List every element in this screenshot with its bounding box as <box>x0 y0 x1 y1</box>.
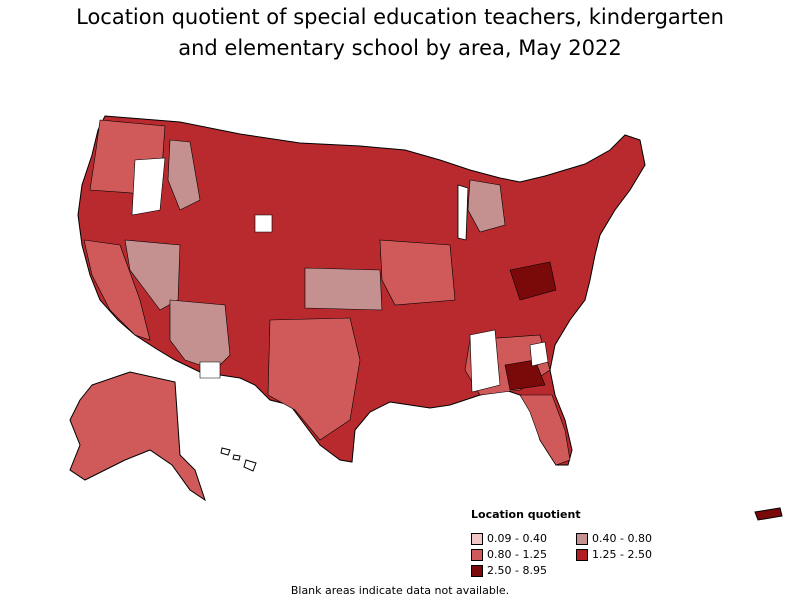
legend-title: Location quotient <box>471 508 581 521</box>
legend-label: 1.25 - 2.50 <box>592 548 652 561</box>
nevada-region <box>124 239 181 311</box>
legend-label: 0.40 - 0.80 <box>592 532 652 545</box>
california-coast <box>83 239 151 341</box>
legend-swatch <box>576 532 588 545</box>
legend-item: 1.25 - 2.50 <box>576 547 676 562</box>
blank-area-mississippi <box>469 329 501 393</box>
kansas-region <box>304 267 383 311</box>
blank-area-nevada <box>131 157 166 216</box>
title-line-1: Location quotient of special education t… <box>76 5 724 29</box>
hawaii <box>220 447 257 472</box>
blank-area-wyoming <box>254 214 273 233</box>
legend-item: 2.50 - 8.95 <box>471 563 576 578</box>
michigan-region <box>467 179 506 233</box>
blank-area-alabama <box>529 341 549 367</box>
legend-item: 0.40 - 0.80 <box>576 531 676 546</box>
legend-swatch <box>471 548 483 561</box>
legend: Location quotient 0.09 - 0.40 0.40 - 0.8… <box>471 508 731 578</box>
map-title: Location quotient of special education t… <box>0 2 800 64</box>
legend-grid: 0.09 - 0.40 0.40 - 0.80 0.80 - 1.25 1.25… <box>471 531 731 578</box>
midwest-region <box>379 239 456 306</box>
legend-item: 0.80 - 1.25 <box>471 547 576 562</box>
lake-michigan <box>457 184 469 241</box>
puerto-rico <box>754 507 783 521</box>
georgia-region <box>504 359 546 391</box>
texas-region <box>267 317 361 441</box>
idaho-region <box>167 139 201 211</box>
title-line-2: and elementary school by area, May 2022 <box>178 36 622 60</box>
legend-label: 2.50 - 8.95 <box>487 564 547 577</box>
footnote: Blank areas indicate data not available. <box>290 584 510 597</box>
legend-swatch <box>471 532 483 545</box>
legend-label: 0.09 - 0.40 <box>487 532 547 545</box>
legend-swatch <box>471 564 483 577</box>
blank-area-arizona <box>199 361 221 379</box>
appalachia-region <box>509 261 557 301</box>
legend-label: 0.80 - 1.25 <box>487 548 547 561</box>
florida-region <box>519 394 571 466</box>
legend-item: 0.09 - 0.40 <box>471 531 576 546</box>
alaska <box>69 371 206 502</box>
legend-swatch <box>576 548 588 561</box>
